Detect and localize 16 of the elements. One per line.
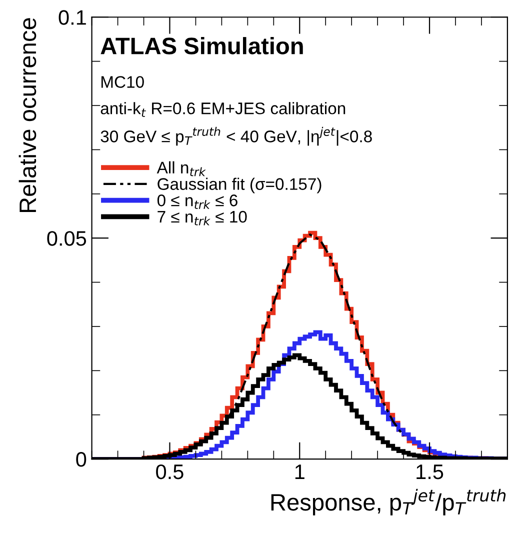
annotation: 30 GeV ≤ p$_{T}$$^{truth}$ < 40 GeV, |η$^{jet}$|<0.8 [100, 126, 372, 146]
annotation: anti-k$_{t}$ R=0.6 EM+JES calibration [100, 102, 346, 117]
legend-label: All n$_{trk}$ [156, 161, 206, 176]
y-axis-title: Relative ocurrence [18, 18, 36, 212]
legend-label: 0 ≤ n$_{trk}$ ≤ 6 [157, 194, 238, 209]
annotation: MC10 [101, 76, 144, 88]
y-tick-label: 0.1 [58, 10, 86, 25]
y-tick-label: 0 [76, 452, 86, 467]
x-tick-label: 0.5 [156, 464, 184, 480]
x-axis-title: Response, p$_{T}$$^{jet}$/p$_{T}$$^{truth}$ [271, 488, 506, 516]
x-tick-label: 1.5 [416, 464, 444, 480]
legend-label: Gaussian fit (σ=0.157) [158, 178, 322, 194]
x-tick-label: 1 [295, 464, 304, 479]
legend-label: 7 ≤ n$_{trk}$ ≤ 10 [158, 210, 247, 226]
annotation: ATLAS Simulation [100, 37, 303, 54]
y-tick-label: 0.05 [47, 231, 86, 246]
